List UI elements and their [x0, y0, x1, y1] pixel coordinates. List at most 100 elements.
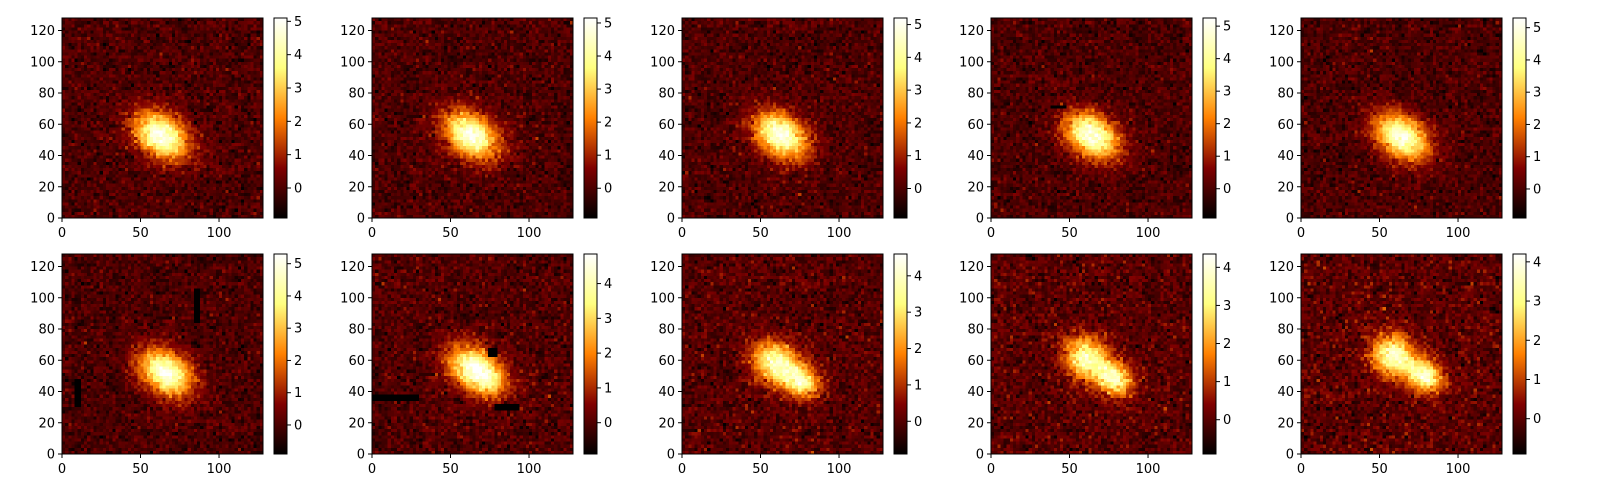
- colorbar: [894, 254, 907, 454]
- colorbar-tick-label: 5: [604, 16, 612, 31]
- colorbar-tick-label: 2: [1533, 118, 1541, 133]
- panel-1-0: 0 50 100 0 20 40 60 80 100 120 0 1 2 3 4 5: [30, 253, 302, 477]
- colorbar-frame: [583, 17, 598, 219]
- y-tick-label: 0: [357, 448, 365, 463]
- colorbar-tick-label: 0: [604, 416, 612, 431]
- panel-1-4: 0 50 100 0 20 40 60 80 100 120 0 1 2 3 4: [1269, 253, 1541, 477]
- colorbar-frame: [893, 17, 908, 219]
- y-tick-label: 120: [30, 24, 55, 39]
- x-tick-label: 100: [207, 226, 232, 241]
- colorbar-frame: [273, 17, 288, 219]
- y-tick-label: 40: [348, 385, 365, 400]
- axes-frame: [371, 253, 574, 455]
- panel-0-1: 0 50 100 0 20 40 60 80 100 120 0 1 2 3 4 5: [340, 16, 612, 241]
- x-tick-label: 50: [442, 462, 459, 477]
- y-tick-label: 40: [1277, 149, 1294, 164]
- y-tick-label: 80: [658, 323, 675, 338]
- y-tick-label: 20: [1277, 416, 1294, 431]
- y-tick-label: 60: [348, 118, 365, 133]
- heatmap-image: [62, 18, 263, 218]
- colorbar-tick-label: 1: [1533, 373, 1541, 388]
- colorbar-tick-label: 3: [604, 312, 612, 327]
- colorbar-tick-label: 5: [1533, 21, 1541, 36]
- colorbar-tick-label: 2: [1223, 337, 1231, 352]
- y-tick-label: 60: [658, 354, 675, 369]
- colorbar-tick-label: 4: [294, 48, 302, 63]
- x-tick-label: 50: [442, 226, 459, 241]
- axes-frame: [990, 17, 1193, 219]
- y-tick-label: 120: [650, 260, 675, 275]
- x-tick-label: 0: [58, 462, 66, 477]
- colorbar-tick-label: 4: [1223, 261, 1231, 276]
- y-tick-label: 20: [38, 416, 55, 431]
- heatmap-image: [372, 18, 573, 218]
- axes-frame: [1300, 253, 1503, 455]
- colorbar-tick-label: 1: [294, 148, 302, 163]
- colorbar-tick-label: 2: [604, 347, 612, 362]
- x-tick-label: 0: [368, 462, 376, 477]
- x-tick-label: 100: [1446, 462, 1471, 477]
- x-tick-label: 0: [1297, 462, 1305, 477]
- y-tick-label: 0: [1286, 448, 1294, 463]
- colorbar-tick-label: 2: [914, 116, 922, 131]
- colorbar-tick-label: 5: [294, 15, 302, 30]
- y-tick-label: 120: [959, 24, 984, 39]
- y-tick-label: 60: [967, 118, 984, 133]
- colorbar-tick-label: 3: [1223, 85, 1231, 100]
- colorbar-tick-label: 0: [1533, 182, 1541, 197]
- colorbar-tick-label: 0: [1223, 182, 1231, 197]
- y-tick-label: 20: [348, 416, 365, 431]
- x-tick-label: 0: [1297, 226, 1305, 241]
- colorbar-tick-label: 1: [604, 149, 612, 164]
- heatmap-image: [991, 254, 1192, 454]
- colorbar-tick-label: 4: [914, 51, 922, 66]
- x-tick-label: 100: [1136, 226, 1161, 241]
- y-tick-label: 60: [348, 354, 365, 369]
- colorbar-tick-label: 4: [294, 289, 302, 304]
- y-tick-label: 60: [658, 118, 675, 133]
- colorbar: [1203, 254, 1216, 454]
- y-tick-label: 40: [658, 385, 675, 400]
- colorbar: [1203, 18, 1216, 218]
- panel-0-4: 0 50 100 0 20 40 60 80 100 120 0 1 2 3 4 5: [1269, 17, 1541, 241]
- colorbar-tick-label: 2: [1533, 334, 1541, 349]
- y-tick-label: 120: [340, 24, 365, 39]
- x-tick-label: 0: [987, 226, 995, 241]
- heatmap-image: [1301, 18, 1502, 218]
- x-tick-label: 50: [1371, 226, 1388, 241]
- y-tick-label: 80: [348, 323, 365, 338]
- x-tick-label: 0: [987, 462, 995, 477]
- x-tick-label: 0: [368, 226, 376, 241]
- colorbar-tick-label: 3: [604, 83, 612, 98]
- y-tick-label: 120: [340, 260, 365, 275]
- y-tick-label: 20: [1277, 180, 1294, 195]
- y-tick-label: 20: [348, 180, 365, 195]
- heatmap-image: [372, 254, 573, 454]
- y-tick-label: 100: [30, 55, 55, 70]
- y-tick-label: 20: [38, 180, 55, 195]
- y-tick-label: 0: [667, 448, 675, 463]
- x-tick-label: 100: [517, 462, 542, 477]
- x-tick-label: 100: [1136, 462, 1161, 477]
- y-tick-label: 0: [357, 212, 365, 227]
- y-tick-label: 0: [1286, 212, 1294, 227]
- axes-frame: [990, 253, 1193, 455]
- y-tick-label: 40: [348, 149, 365, 164]
- heatmap-image: [991, 18, 1192, 218]
- y-tick-label: 20: [967, 416, 984, 431]
- colorbar: [584, 18, 597, 218]
- x-tick-label: 50: [132, 226, 149, 241]
- y-tick-label: 100: [1269, 291, 1294, 306]
- colorbar-tick-label: 4: [604, 277, 612, 292]
- axes-frame: [681, 17, 884, 219]
- colorbar-tick-label: 1: [914, 378, 922, 393]
- x-tick-label: 50: [1061, 462, 1078, 477]
- colorbar: [894, 18, 907, 218]
- colorbar-tick-label: 2: [1223, 117, 1231, 132]
- y-tick-label: 80: [967, 87, 984, 102]
- colorbar: [584, 254, 597, 454]
- axes-frame: [61, 253, 264, 455]
- colorbar: [274, 18, 287, 218]
- x-tick-label: 50: [1371, 462, 1388, 477]
